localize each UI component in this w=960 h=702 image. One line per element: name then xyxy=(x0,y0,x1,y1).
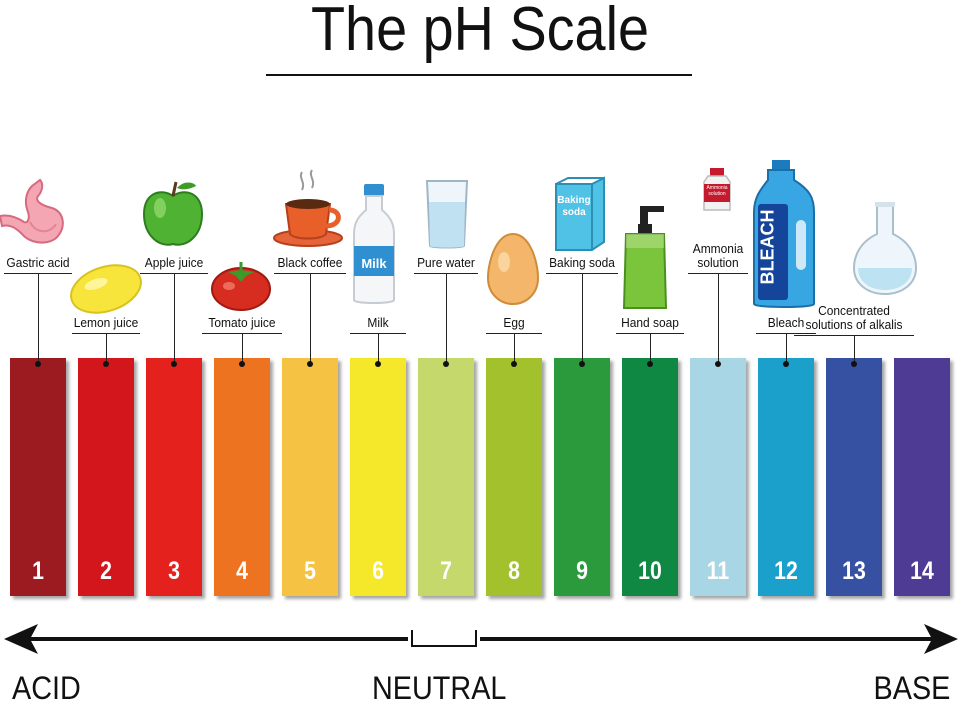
baking-soda-box-label: Baking soda xyxy=(557,195,591,218)
bleach-bottle-label: BLEACH xyxy=(757,209,778,285)
label-dot xyxy=(171,361,177,367)
ph-number: 7 xyxy=(440,557,452,585)
milk-bottle-icon xyxy=(353,184,395,304)
ph-bar-7: 7 xyxy=(418,358,474,596)
label-dot xyxy=(35,361,41,367)
ph-bar-13: 13 xyxy=(826,358,882,596)
ph-bar-5: 5 xyxy=(282,358,338,596)
ph-number: 14 xyxy=(910,557,934,585)
ph-bar-10: 10 xyxy=(622,358,678,596)
label-stem xyxy=(310,273,311,364)
ph-bar-12: 12 xyxy=(758,358,814,596)
ammonia-bottle-icon xyxy=(703,168,731,211)
ph-bar-3: 3 xyxy=(146,358,202,596)
label-stem xyxy=(174,273,175,364)
ph-number: 8 xyxy=(508,557,520,585)
ph-number: 13 xyxy=(842,557,866,585)
label-dot xyxy=(715,361,721,367)
substance-label: Apple juice xyxy=(144,255,204,270)
ph-number: 4 xyxy=(236,557,248,585)
substance-label: Bleach xyxy=(767,315,805,330)
tomato-icon xyxy=(211,262,271,311)
ph-number: 10 xyxy=(638,557,662,585)
flask-icon xyxy=(852,202,918,296)
label-dot xyxy=(851,361,857,367)
apple-icon xyxy=(142,181,204,246)
label-dot xyxy=(443,361,449,367)
ph-number: 1 xyxy=(32,557,44,585)
ph-bar-8: 8 xyxy=(486,358,542,596)
label-stem xyxy=(582,273,583,364)
label-stem xyxy=(446,273,447,364)
page-title: The pH Scale xyxy=(310,0,650,64)
label-dot xyxy=(103,361,109,367)
title-underline xyxy=(266,74,692,76)
label-stem xyxy=(786,333,787,364)
substance-label: Lemon juice xyxy=(73,315,139,330)
substance-label: Milk xyxy=(367,315,389,330)
label-dot xyxy=(375,361,381,367)
substance-label: Tomato juice xyxy=(208,315,276,330)
lemon-icon xyxy=(70,264,142,314)
ph-bar-9: 9 xyxy=(554,358,610,596)
label-dot xyxy=(511,361,517,367)
ph-number: 11 xyxy=(706,557,730,585)
substance-label-line: Ammonia xyxy=(692,241,744,256)
base-label: BASE xyxy=(873,670,950,702)
ph-number: 3 xyxy=(168,557,180,585)
substance-label: Black coffee xyxy=(277,255,343,270)
label-stem xyxy=(106,333,107,364)
ph-bar-1: 1 xyxy=(10,358,66,596)
ph-number: 5 xyxy=(304,557,316,585)
axis-arrow xyxy=(4,624,958,654)
water-glass-icon xyxy=(425,180,469,249)
label-stem xyxy=(378,333,379,364)
substance-label-line: solutions of alkalis xyxy=(805,317,903,332)
substance-label: Ammonia solution xyxy=(693,242,744,270)
ph-number: 9 xyxy=(576,557,588,585)
egg-icon xyxy=(486,232,540,306)
substance-label: Gastric acid xyxy=(6,255,70,270)
label-stem xyxy=(514,333,515,364)
soap-dispenser-icon xyxy=(622,206,668,309)
substance-label: Concentrated solutions of alkalis xyxy=(805,304,902,332)
ph-bar-14: 14 xyxy=(894,358,950,596)
baking-soda-box-icon xyxy=(555,176,605,251)
ph-bar-4: 4 xyxy=(214,358,270,596)
substance-label: Hand soap xyxy=(621,315,679,330)
neutral-label: NEUTRAL xyxy=(372,670,507,702)
ph-bar-6: 6 xyxy=(350,358,406,596)
label-dot xyxy=(647,361,653,367)
substance-label: Egg xyxy=(503,315,525,330)
ph-number: 2 xyxy=(100,557,112,585)
milk-bottle-label: Milk xyxy=(361,256,387,271)
label-dot xyxy=(307,361,313,367)
label-stem xyxy=(718,273,719,364)
label-stem xyxy=(242,333,243,364)
stomach-icon xyxy=(0,178,64,244)
substance-label-line: solution xyxy=(697,255,739,270)
ph-bar-2: 2 xyxy=(78,358,134,596)
coffee-cup-icon xyxy=(273,169,343,247)
label-stem xyxy=(854,335,855,364)
substance-label: Pure water xyxy=(417,255,475,270)
label-stem xyxy=(38,273,39,364)
ph-number: 6 xyxy=(372,557,384,585)
label-dot xyxy=(783,361,789,367)
ph-number: 12 xyxy=(774,557,798,585)
ammonia-bottle-label: Ammonia solution xyxy=(706,185,728,197)
label-dot xyxy=(239,361,245,367)
bleach-bottle-icon xyxy=(753,160,815,308)
ph-bar-11: 11 xyxy=(690,358,746,596)
substance-label: Baking soda xyxy=(549,255,615,270)
acid-label: ACID xyxy=(12,670,81,702)
substance-label-line: Concentrated xyxy=(818,303,890,318)
label-dot xyxy=(579,361,585,367)
label-stem xyxy=(650,333,651,364)
